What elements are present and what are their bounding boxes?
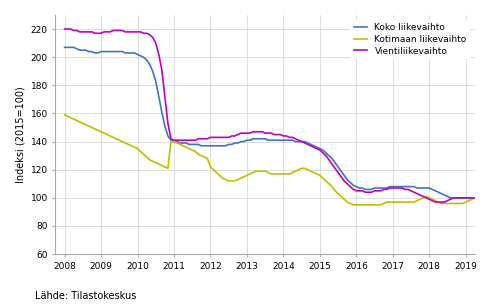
Vientiliikevaihto	[62, 27, 68, 31]
Line: Kotimaan liikevaihto: Kotimaan liikevaihto	[65, 115, 493, 205]
Y-axis label: Indeksi (2015=100): Indeksi (2015=100)	[15, 86, 25, 183]
Line: Koko liikevaihto: Koko liikevaihto	[65, 47, 493, 198]
Kotimaan liikevaihto	[445, 202, 451, 205]
Vientiliikevaihto	[432, 200, 438, 204]
Kotimaan liikevaihto	[238, 176, 244, 180]
Koko liikevaihto	[180, 141, 186, 145]
Koko liikevaihto	[387, 185, 393, 188]
Koko liikevaihto	[448, 196, 454, 200]
Kotimaan liikevaihto	[256, 169, 262, 173]
Koko liikevaihto	[62, 46, 68, 49]
Kotimaan liikevaihto	[341, 197, 347, 201]
Legend: Koko liikevaihto, Kotimaan liikevaihto, Vientiliikevaihto: Koko liikevaihto, Kotimaan liikevaihto, …	[350, 19, 470, 59]
Kotimaan liikevaihto	[351, 203, 356, 207]
Vientiliikevaihto	[180, 138, 186, 142]
Vientiliikevaihto	[341, 179, 347, 183]
Vientiliikevaihto	[256, 130, 262, 133]
Kotimaan liikevaihto	[180, 144, 186, 148]
Vientiliikevaihto	[445, 199, 451, 202]
Koko liikevaihto	[238, 140, 244, 143]
Kotimaan liikevaihto	[62, 113, 68, 117]
Koko liikevaihto	[442, 193, 448, 197]
Vientiliikevaihto	[238, 131, 244, 135]
Vientiliikevaihto	[387, 186, 393, 190]
Kotimaan liikevaihto	[390, 200, 396, 204]
Koko liikevaihto	[341, 174, 347, 177]
Text: Lähde: Tilastokeskus: Lähde: Tilastokeskus	[35, 291, 136, 301]
Koko liikevaihto	[256, 137, 262, 141]
Line: Vientiliikevaihto: Vientiliikevaihto	[65, 29, 493, 202]
